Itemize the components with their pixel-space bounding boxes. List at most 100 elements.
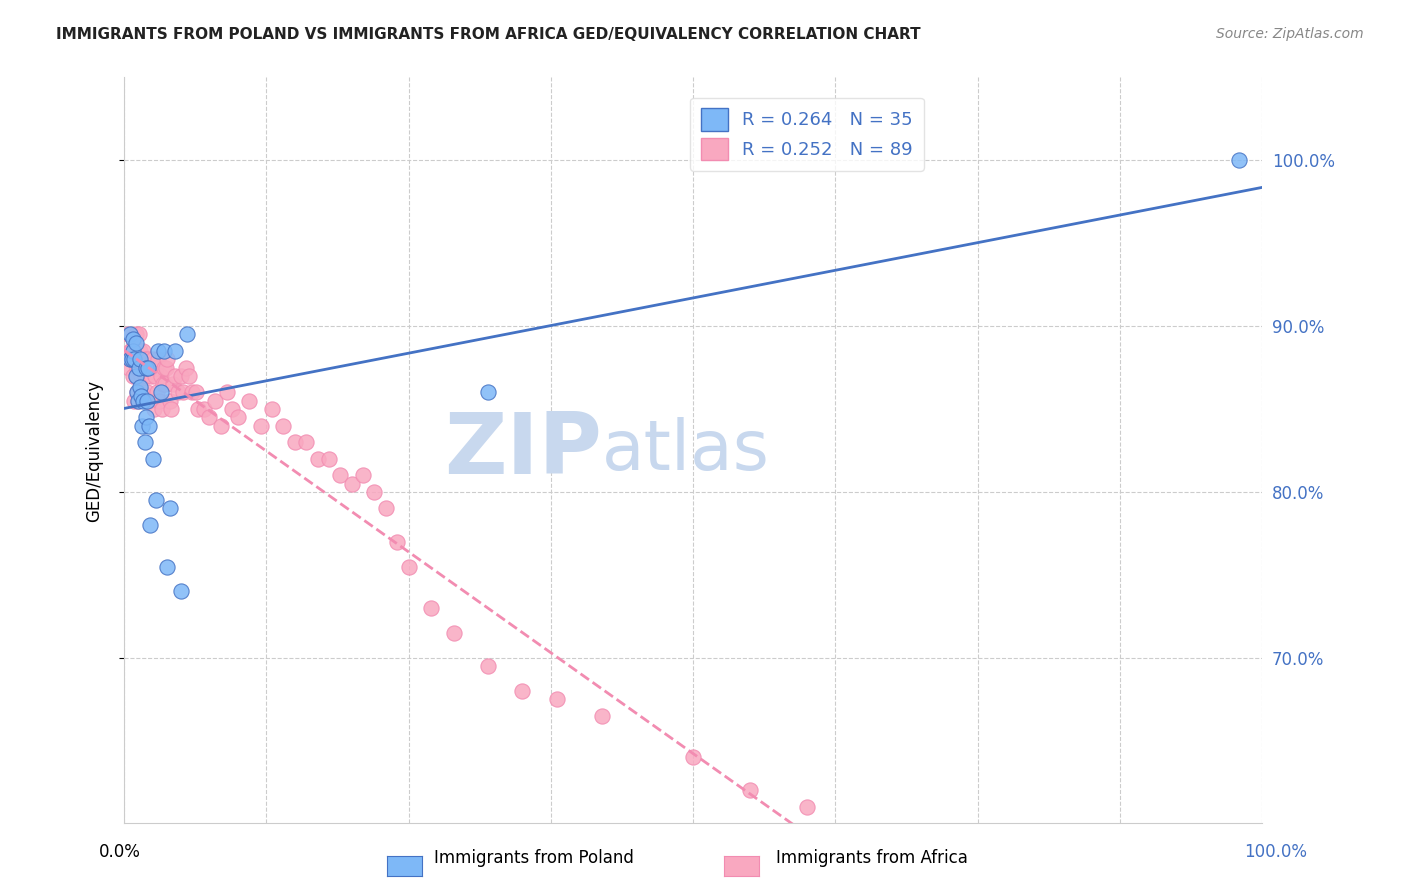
Point (129, 380, 152, 394)
Point (120, 343, 142, 358)
Point (152, 377, 174, 392)
Text: 100.0%: 100.0% (1244, 843, 1308, 861)
Point (682, 750, 704, 764)
Point (340, 476, 363, 491)
Point (128, 360, 150, 375)
Point (118, 360, 141, 375)
Point (181, 385, 204, 400)
Legend: R = 0.264   N = 35, R = 0.252   N = 89: R = 0.264 N = 35, R = 0.252 N = 89 (690, 97, 924, 170)
Point (284, 435, 307, 450)
Point (142, 451, 165, 466)
Point (124, 352, 146, 367)
Point (118, 352, 141, 367)
Point (127, 393, 149, 408)
Point (122, 343, 145, 358)
Point (124, 335, 146, 350)
Point (155, 360, 177, 375)
Point (1227, 153, 1250, 168)
Point (135, 360, 157, 375)
Point (136, 360, 159, 375)
Point (156, 559, 179, 574)
Point (420, 601, 443, 615)
Point (135, 360, 157, 375)
Point (128, 352, 150, 367)
Point (135, 368, 157, 383)
Point (177, 368, 200, 383)
Point (546, 692, 568, 706)
Point (124, 335, 146, 350)
Point (166, 385, 188, 400)
Text: Immigrants from Africa: Immigrants from Africa (776, 849, 967, 867)
Point (128, 327, 150, 342)
Point (477, 385, 499, 400)
Point (138, 418, 160, 433)
Point (135, 393, 157, 408)
Point (129, 389, 152, 403)
Point (295, 435, 318, 450)
Point (443, 625, 465, 640)
Point (122, 352, 145, 367)
Point (149, 385, 172, 400)
Point (209, 418, 232, 433)
Point (387, 534, 409, 549)
Point (238, 393, 260, 408)
Point (184, 385, 207, 400)
Point (307, 451, 329, 466)
Point (149, 368, 172, 383)
Text: ZIP: ZIP (444, 409, 602, 492)
Point (148, 352, 170, 367)
Point (139, 360, 162, 375)
Text: Immigrants from Poland: Immigrants from Poland (434, 849, 634, 867)
Point (132, 393, 155, 408)
Point (146, 385, 169, 400)
Point (159, 402, 181, 417)
Point (215, 385, 238, 400)
Point (153, 360, 176, 375)
Point (134, 352, 156, 367)
Text: Source: ZipAtlas.com: Source: ZipAtlas.com (1216, 27, 1364, 41)
Point (124, 368, 146, 383)
Point (132, 343, 155, 358)
Point (122, 332, 145, 346)
Point (129, 343, 152, 358)
Point (135, 385, 157, 400)
Point (512, 683, 534, 698)
Point (172, 385, 194, 400)
Point (156, 352, 179, 367)
Point (153, 343, 176, 358)
Point (129, 368, 152, 383)
Point (159, 393, 181, 408)
Point (142, 352, 165, 367)
Point (148, 393, 170, 408)
Point (118, 327, 141, 342)
Point (124, 327, 146, 342)
Point (170, 584, 193, 599)
Point (352, 468, 374, 483)
Point (138, 393, 160, 408)
Point (162, 377, 184, 392)
Point (117, 327, 139, 342)
Point (145, 360, 167, 375)
Point (738, 783, 761, 797)
Point (124, 393, 146, 408)
Point (134, 435, 156, 450)
Point (125, 385, 148, 400)
Point (477, 659, 499, 673)
Point (134, 368, 156, 383)
Point (131, 360, 153, 375)
Point (148, 343, 170, 358)
Point (143, 368, 166, 383)
Point (249, 418, 271, 433)
Point (150, 402, 173, 417)
Point (204, 393, 226, 408)
Point (273, 418, 295, 433)
Point (165, 343, 187, 358)
Point (193, 402, 215, 417)
Text: IMMIGRANTS FROM POLAND VS IMMIGRANTS FROM AFRICA GED/EQUIVALENCY CORRELATION CHA: IMMIGRANTS FROM POLAND VS IMMIGRANTS FRO… (56, 27, 921, 42)
Point (153, 377, 176, 392)
Point (260, 402, 283, 417)
Point (125, 360, 148, 375)
Point (318, 451, 340, 466)
Point (139, 518, 162, 533)
Point (170, 368, 193, 383)
